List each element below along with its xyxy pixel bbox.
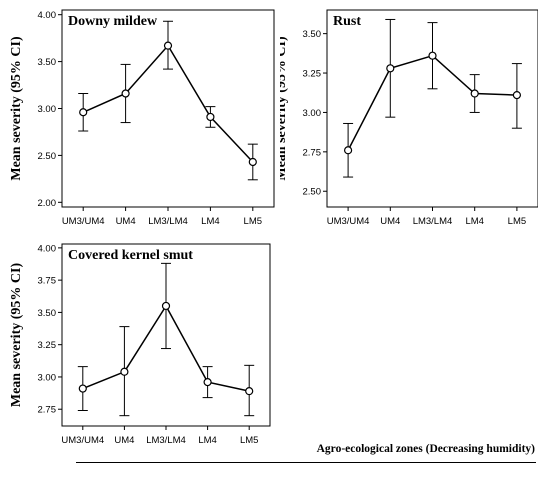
y-tick-label: 2.75 [38, 405, 57, 416]
x-tick-label: UM3/UM4 [327, 216, 370, 227]
data-point [248, 157, 257, 167]
data-point [78, 384, 87, 393]
y-tick-label: 2.50 [38, 151, 57, 162]
y-tick-label: 3.50 [38, 57, 57, 68]
data-point [120, 367, 129, 376]
data-point [245, 387, 254, 396]
y-tick-label: 3.25 [303, 69, 322, 80]
footer-rule [76, 462, 536, 463]
data-point [470, 89, 479, 98]
x-tick-label: LM4 [201, 216, 219, 227]
y-tick-label: 4.00 [38, 10, 57, 21]
y-tick-label: 3.50 [303, 29, 322, 40]
x-tick-label: LM4 [465, 216, 483, 227]
y-tick-label: 3.00 [38, 104, 57, 115]
data-point [121, 89, 130, 98]
x-tick-label: UM3/UM4 [61, 435, 104, 446]
y-tick-label: 2.00 [38, 198, 57, 209]
x-tick-label: LM5 [244, 216, 262, 227]
chart-downy-mildew: Downy mildew 2.00 2.50 3.00 3.50 4.00 UM3/UM4 U… [9, 9, 275, 227]
data-point [206, 112, 215, 122]
chart-title: Covered kernel smut [68, 248, 193, 263]
y-tick-label: 2.75 [303, 147, 322, 158]
y-tick-label: 4.00 [38, 243, 57, 254]
data-point [428, 51, 437, 60]
y-tick-label: 3.50 [38, 308, 57, 319]
data-point [161, 301, 171, 311]
data-point [343, 146, 353, 155]
y-axis-label: Mean severity (95% CI) [280, 36, 289, 181]
chart-covered-kernel-smut: Covered kernel smut 2.75 3.00 3.25 3.50 3.75 4… [9, 243, 271, 446]
x-axis-title: Agro-ecological zones (Decreasing humidi… [316, 443, 535, 455]
data-point [386, 64, 395, 73]
x-tick-label: LM5 [508, 216, 526, 227]
x-tick-label: UM3/UM4 [62, 216, 105, 227]
x-tick-label: LM3/LM4 [413, 216, 453, 227]
x-tick-label: LM4 [198, 435, 216, 446]
y-axis-label: Mean severity (95% CI) [9, 263, 24, 408]
chart-title: Downy mildew [68, 14, 158, 29]
data-point [79, 108, 88, 117]
x-tick-label: LM3/LM4 [146, 435, 186, 446]
x-tick-label: UM4 [380, 216, 400, 227]
data-point [203, 378, 212, 387]
x-tick-label: LM5 [240, 435, 258, 446]
y-tick-label: 3.75 [38, 276, 57, 287]
y-tick-label: 3.00 [38, 372, 57, 383]
chart-rust: Rust 2.50 2.75 3.00 3.25 3.50 UM3/UM4 UM4 LM3/LM… [280, 9, 538, 227]
y-tick-label: 3.25 [38, 340, 57, 351]
chart-title: Rust [333, 14, 361, 29]
data-point [512, 91, 521, 100]
x-tick-label: UM4 [116, 216, 136, 227]
x-tick-label: LM3/LM4 [148, 216, 188, 227]
y-tick-label: 2.50 [303, 187, 322, 198]
y-tick-label: 3.00 [303, 108, 322, 119]
y-axis-label: Mean severity (95% CI) [9, 36, 24, 181]
x-tick-label: UM4 [114, 435, 134, 446]
data-point [163, 41, 173, 50]
